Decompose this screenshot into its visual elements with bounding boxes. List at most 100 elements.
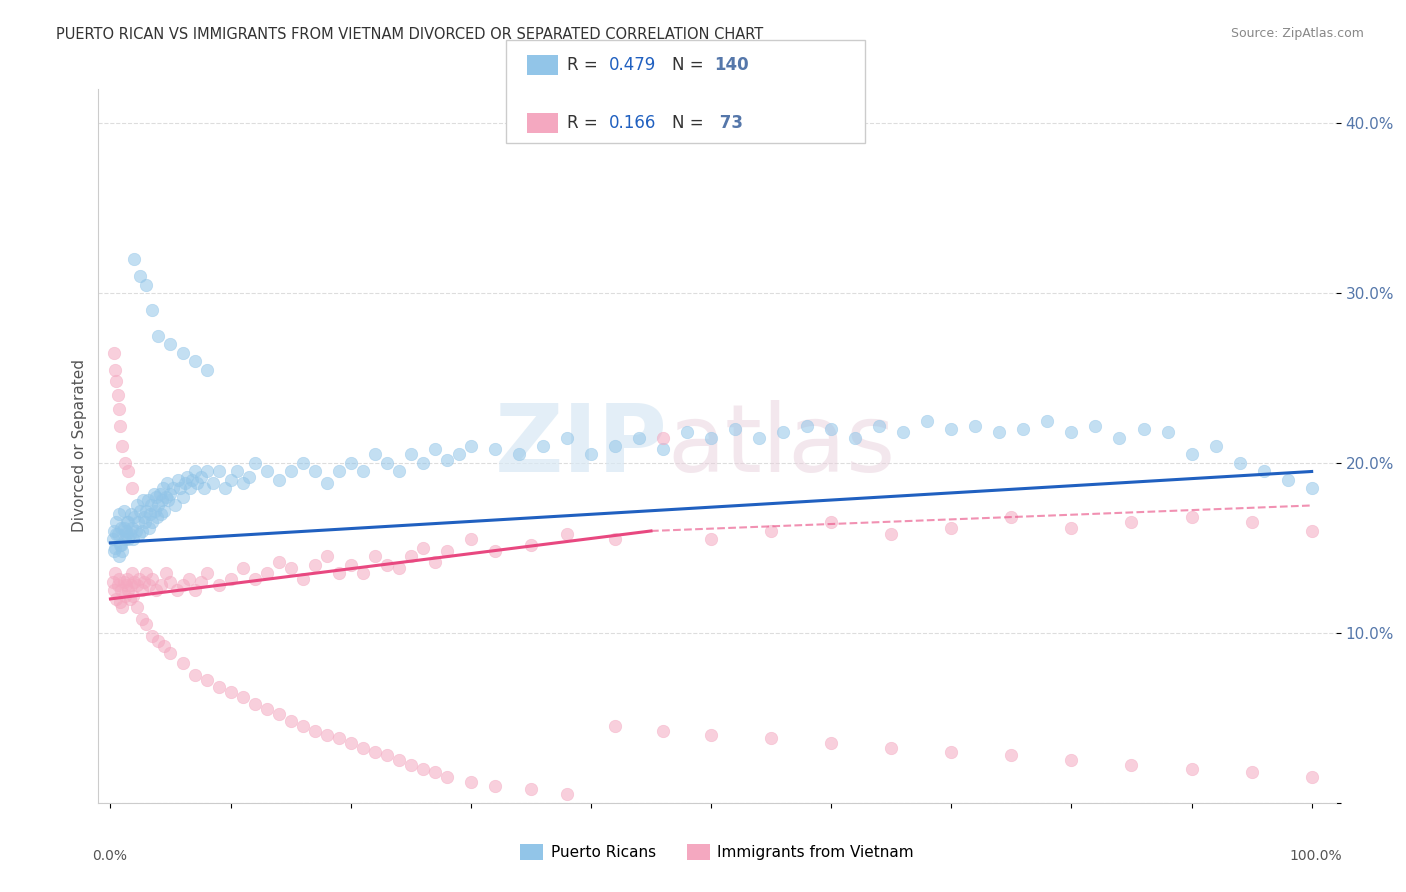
- Point: [388, 561, 411, 575]
- Point: [219, 572, 242, 586]
- Point: [108, 401, 131, 416]
- Point: [139, 507, 162, 521]
- Point: [352, 566, 374, 581]
- Point: [1301, 770, 1323, 784]
- Point: [153, 640, 176, 654]
- Point: [179, 482, 201, 496]
- Point: [1132, 422, 1154, 436]
- Point: [148, 499, 170, 513]
- Point: [190, 469, 212, 483]
- Point: [364, 448, 387, 462]
- Point: [138, 578, 160, 592]
- Point: [1277, 473, 1299, 487]
- Point: [195, 362, 218, 376]
- Text: N =: N =: [672, 114, 709, 132]
- Point: [339, 558, 361, 572]
- Point: [105, 527, 128, 541]
- Point: [124, 574, 146, 589]
- Point: [412, 456, 434, 470]
- Point: [436, 544, 458, 558]
- Point: [104, 362, 127, 376]
- Point: [700, 533, 723, 547]
- Point: [1253, 465, 1275, 479]
- Text: PUERTO RICAN VS IMMIGRANTS FROM VIETNAM DIVORCED OR SEPARATED CORRELATION CHART: PUERTO RICAN VS IMMIGRANTS FROM VIETNAM …: [56, 27, 763, 42]
- Point: [267, 555, 290, 569]
- Point: [108, 549, 131, 564]
- Point: [121, 520, 143, 534]
- Point: [820, 516, 842, 530]
- Point: [880, 527, 903, 541]
- Point: [579, 448, 602, 462]
- Text: atlas: atlas: [668, 400, 896, 492]
- Point: [107, 527, 129, 541]
- Point: [531, 439, 554, 453]
- Point: [110, 583, 132, 598]
- Point: [152, 482, 174, 496]
- Point: [118, 527, 141, 541]
- Point: [759, 731, 782, 746]
- Point: [388, 753, 411, 767]
- Point: [136, 493, 159, 508]
- Point: [195, 465, 218, 479]
- Point: [141, 572, 163, 586]
- Point: [1084, 418, 1107, 433]
- Point: [183, 354, 205, 368]
- Point: [159, 646, 181, 660]
- Point: [172, 578, 194, 592]
- Point: [388, 465, 411, 479]
- Point: [207, 680, 229, 694]
- Point: [555, 527, 578, 541]
- Point: [108, 418, 131, 433]
- Point: [267, 707, 290, 722]
- Point: [138, 520, 160, 534]
- Point: [412, 762, 434, 776]
- Point: [117, 583, 139, 598]
- Point: [131, 524, 153, 538]
- Text: 0.166: 0.166: [609, 114, 657, 132]
- Point: [183, 668, 205, 682]
- Point: [520, 537, 543, 551]
- Point: [700, 430, 723, 444]
- Point: [132, 510, 155, 524]
- Point: [177, 572, 200, 586]
- Point: [880, 741, 903, 756]
- Point: [484, 442, 506, 457]
- Point: [1180, 510, 1202, 524]
- Point: [1180, 448, 1202, 462]
- Point: [772, 425, 794, 440]
- Point: [280, 561, 302, 575]
- Point: [149, 578, 172, 592]
- Point: [127, 516, 149, 530]
- Point: [328, 465, 350, 479]
- Y-axis label: Divorced or Separated: Divorced or Separated: [72, 359, 87, 533]
- Text: 100.0%: 100.0%: [1289, 849, 1341, 863]
- Point: [111, 544, 134, 558]
- Point: [423, 442, 446, 457]
- Point: [145, 583, 167, 598]
- Text: R =: R =: [567, 114, 603, 132]
- Point: [104, 541, 127, 555]
- Point: [112, 503, 135, 517]
- Point: [129, 503, 152, 517]
- Point: [820, 422, 842, 436]
- Point: [122, 589, 145, 603]
- Point: [107, 578, 129, 592]
- Point: [748, 430, 770, 444]
- Point: [214, 482, 236, 496]
- Point: [110, 520, 132, 534]
- Point: [103, 524, 125, 538]
- Point: [796, 418, 818, 433]
- Point: [917, 413, 939, 427]
- Point: [150, 493, 173, 508]
- Point: [1012, 422, 1035, 436]
- Point: [166, 583, 188, 598]
- Point: [868, 418, 890, 433]
- Point: [115, 578, 138, 592]
- Point: [1121, 516, 1143, 530]
- Point: [1060, 425, 1083, 440]
- Point: [436, 452, 458, 467]
- Point: [108, 507, 131, 521]
- Point: [146, 510, 169, 524]
- Point: [1156, 425, 1178, 440]
- Point: [172, 490, 194, 504]
